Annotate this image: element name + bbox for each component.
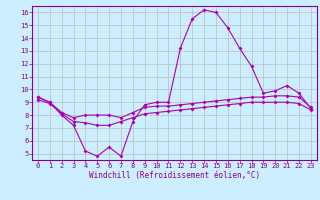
X-axis label: Windchill (Refroidissement éolien,°C): Windchill (Refroidissement éolien,°C) — [89, 171, 260, 180]
